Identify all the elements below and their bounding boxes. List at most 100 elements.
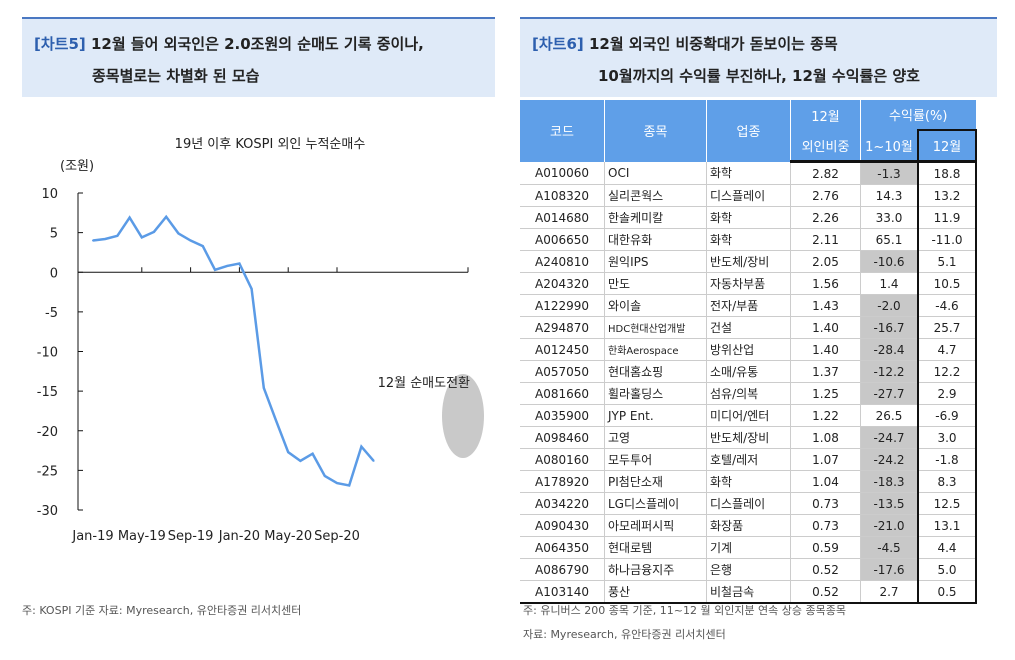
cell-ret-jan-oct: -2.0 — [860, 294, 919, 317]
cell-ret-jan-oct: -18.3 — [860, 470, 919, 493]
cell-ret-dec: 4.7 — [917, 338, 977, 361]
cell-ret-jan-oct: -12.2 — [860, 360, 919, 383]
cell-name: 만도 — [604, 272, 707, 295]
cell-sector: 디스플레이 — [706, 184, 791, 207]
cell-ret-jan-oct: -10.6 — [860, 250, 919, 273]
table-row: A240810 원익IPS 반도체/장비 2.05 -10.6 5.1 — [520, 250, 977, 273]
data-point — [336, 482, 338, 485]
x-tick-label: Sep-19 — [168, 529, 214, 544]
cell-weight: 0.52 — [790, 558, 861, 581]
data-point — [214, 268, 216, 271]
cell-weight: 0.59 — [790, 536, 861, 559]
y-axis-unit: (조원) — [60, 159, 94, 174]
cell-sector: 화장품 — [706, 514, 791, 537]
cell-ret-jan-oct: -13.5 — [860, 492, 919, 515]
cell-weight: 1.04 — [790, 470, 861, 493]
table-row: A080160 모두투어 호텔/레저 1.07 -24.2 -1.8 — [520, 448, 977, 471]
y-tick-label: 10 — [41, 187, 58, 202]
cell-code: A064350 — [520, 536, 605, 559]
cell-sector: 비철금속 — [706, 580, 791, 604]
data-point — [360, 445, 363, 448]
cell-ret-dec: 10.5 — [917, 272, 977, 295]
cell-sector: 반도체/장비 — [706, 426, 791, 449]
table-row: A178920 PI첨단소재 화학 1.04 -18.3 8.3 — [520, 470, 977, 493]
y-tick-label: -25 — [37, 464, 58, 479]
cell-ret-dec: 18.8 — [917, 161, 977, 185]
cell-weight: 1.40 — [790, 338, 861, 361]
cell-name: 실리콘웍스 — [604, 184, 707, 207]
data-point — [323, 474, 326, 477]
cell-code: A012450 — [520, 338, 605, 361]
chart-note: 주: KOSPI 기준 자료: Myresearch, 유안타증권 리서치센터 — [22, 604, 302, 617]
data-point — [140, 236, 143, 239]
cell-ret-dec: 13.1 — [917, 514, 977, 537]
x-tick-label: Jan-20 — [218, 529, 260, 544]
cell-ret-dec: 5.0 — [917, 558, 977, 581]
table-row: A103140 풍산 비철금속 0.52 2.7 0.5 — [520, 580, 977, 604]
data-point — [262, 386, 265, 389]
cell-name: 원익IPS — [604, 250, 707, 273]
data-point — [201, 245, 204, 248]
data-point — [153, 230, 155, 233]
col-return: 수익률(%) — [860, 100, 977, 130]
data-point — [177, 232, 180, 235]
col-ret-jan-oct: 1~10월 — [860, 130, 919, 163]
data-point — [287, 451, 290, 454]
cell-ret-dec: -6.9 — [917, 404, 977, 427]
data-point — [238, 262, 241, 265]
y-tick-label: 0 — [50, 266, 58, 281]
data-point — [92, 239, 94, 242]
stock-table: 코드 종목 업종 12월 수익률(%) 외인비중 1~10월 12월 A0100… — [520, 100, 977, 604]
table-note: 주: 유니버스 200 종목 기준, 11~12 월 외인지분 연속 상승 종목… — [523, 604, 847, 617]
cell-code: A294870 — [520, 316, 605, 339]
cell-name: 하나금융지주 — [604, 558, 707, 581]
table-source: 자료: Myresearch, 유안타증권 리서치센터 — [523, 628, 726, 641]
cell-sector: 전자/부품 — [706, 294, 791, 317]
table-row: A108320 실리콘웍스 디스플레이 2.76 14.3 13.2 — [520, 184, 977, 207]
cell-sector: 호텔/레저 — [706, 448, 791, 471]
table-row: A064350 현대로템 기계 0.59 -4.5 4.4 — [520, 536, 977, 559]
cell-weight: 1.56 — [790, 272, 861, 295]
cell-weight: 2.82 — [790, 161, 861, 185]
cell-ret-dec: -1.8 — [917, 448, 977, 471]
table-row: A086790 하나금융지주 은행 0.52 -17.6 5.0 — [520, 558, 977, 581]
chart-title-line2: 10월까지의 수익률 부진하나, 12월 수익률은 양호 — [598, 67, 920, 85]
cell-ret-jan-oct: 1.4 — [860, 272, 919, 295]
cell-sector: 디스플레이 — [706, 492, 791, 515]
chart-title: 12월 들어 외국인은 2.0조원의 순매도 기록 중이나, — [85, 35, 424, 53]
data-line — [92, 214, 375, 487]
cell-name: OCI — [604, 161, 707, 185]
cell-ret-dec: -11.0 — [917, 228, 977, 251]
cell-ret-jan-oct: -17.6 — [860, 558, 919, 581]
cell-ret-jan-oct: -27.7 — [860, 382, 919, 405]
table-row: A122990 와이솔 전자/부품 1.43 -2.0 -4.6 — [520, 294, 977, 317]
cell-ret-jan-oct: 33.0 — [860, 206, 919, 229]
data-point — [104, 237, 107, 240]
cell-weight: 1.40 — [790, 316, 861, 339]
data-point — [348, 484, 351, 487]
cell-weight: 0.73 — [790, 514, 861, 537]
data-point — [372, 459, 375, 462]
cell-weight: 1.08 — [790, 426, 861, 449]
cell-sector: 소매/유통 — [706, 360, 791, 383]
chart-title: 19년 이후 KOSPI 외인 누적순매수 — [175, 137, 366, 152]
col-weight: 12월 — [790, 100, 861, 130]
cell-name: 모두투어 — [604, 448, 707, 471]
cell-code: A057050 — [520, 360, 605, 383]
table-row: A012450 한화Aerospace 방위산업 1.40 -28.4 4.7 — [520, 338, 977, 361]
y-tick-label: 5 — [50, 227, 58, 242]
cell-ret-dec: 12.2 — [917, 360, 977, 383]
y-tick-label: -20 — [37, 425, 58, 440]
cell-ret-jan-oct: -21.0 — [860, 514, 919, 537]
cell-weight: 2.76 — [790, 184, 861, 207]
cell-name: LG디스플레이 — [604, 492, 707, 515]
cell-name: HDC현대산업개발 — [604, 316, 707, 339]
data-point — [311, 452, 314, 455]
cell-ret-dec: 0.5 — [917, 580, 977, 604]
cell-code: A122990 — [520, 294, 605, 317]
cell-sector: 섬유/의복 — [706, 382, 791, 405]
cell-code: A014680 — [520, 206, 605, 229]
cell-name: 한화Aerospace — [604, 338, 707, 361]
table-row: A057050 현대홈쇼핑 소매/유통 1.37 -12.2 12.2 — [520, 360, 977, 383]
cell-ret-dec: 11.9 — [917, 206, 977, 229]
